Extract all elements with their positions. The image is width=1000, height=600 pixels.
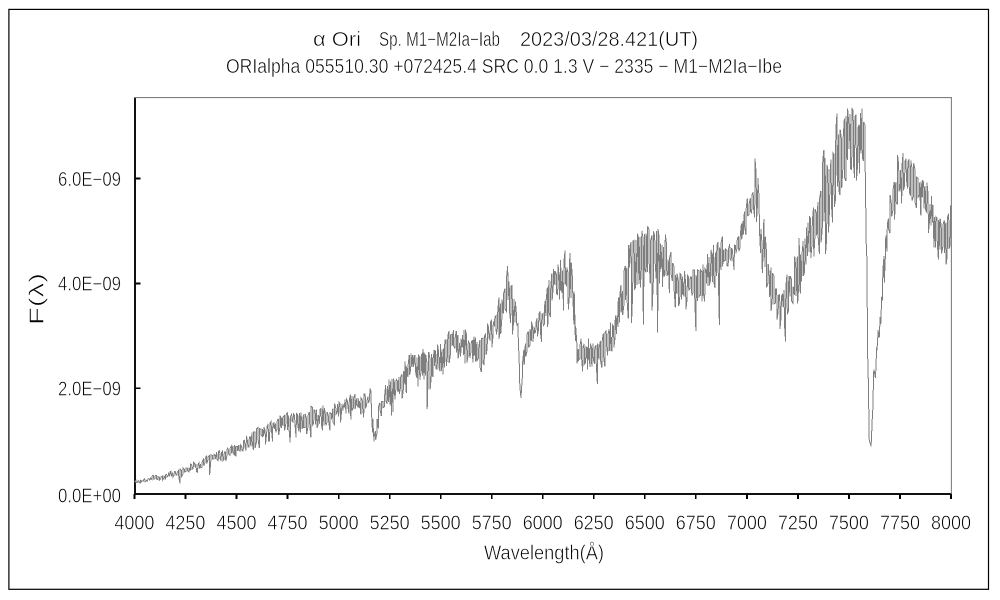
svg-text:4750: 4750	[268, 512, 308, 534]
svg-text:6.0E−09: 6.0E−09	[58, 169, 121, 191]
svg-text:5500: 5500	[421, 512, 461, 534]
svg-text:F(λ): F(λ)	[27, 273, 49, 325]
svg-text:4.0E−09: 4.0E−09	[58, 274, 121, 296]
svg-text:Sp. M1−M2Ia−Iab: Sp. M1−M2Ia−Iab	[379, 29, 500, 51]
svg-text:2023/03/28.421(UT): 2023/03/28.421(UT)	[520, 29, 698, 51]
svg-text:ORIalpha 055510.30 +072425.4 S: ORIalpha 055510.30 +072425.4 SRC 0.0 1.3…	[226, 56, 782, 78]
svg-text:5250: 5250	[370, 512, 410, 534]
svg-text:8000: 8000	[931, 512, 971, 534]
svg-text:2.0E−09: 2.0E−09	[58, 379, 121, 401]
svg-text:7500: 7500	[829, 512, 869, 534]
svg-text:α Ori: α Ori	[313, 29, 361, 51]
svg-text:6750: 6750	[676, 512, 716, 534]
svg-text:6500: 6500	[625, 512, 665, 534]
svg-text:4500: 4500	[217, 512, 257, 534]
svg-text:7750: 7750	[880, 512, 920, 534]
svg-text:4250: 4250	[165, 512, 205, 534]
svg-text:6250: 6250	[574, 512, 614, 534]
svg-text:5000: 5000	[319, 512, 359, 534]
svg-text:4000: 4000	[114, 512, 154, 534]
svg-text:5750: 5750	[472, 512, 512, 534]
svg-text:7000: 7000	[727, 512, 767, 534]
svg-text:6000: 6000	[523, 512, 563, 534]
svg-text:Wavelength(Å): Wavelength(Å)	[484, 542, 604, 565]
svg-text:7250: 7250	[778, 512, 818, 534]
svg-text:0.0E+00: 0.0E+00	[58, 486, 121, 508]
